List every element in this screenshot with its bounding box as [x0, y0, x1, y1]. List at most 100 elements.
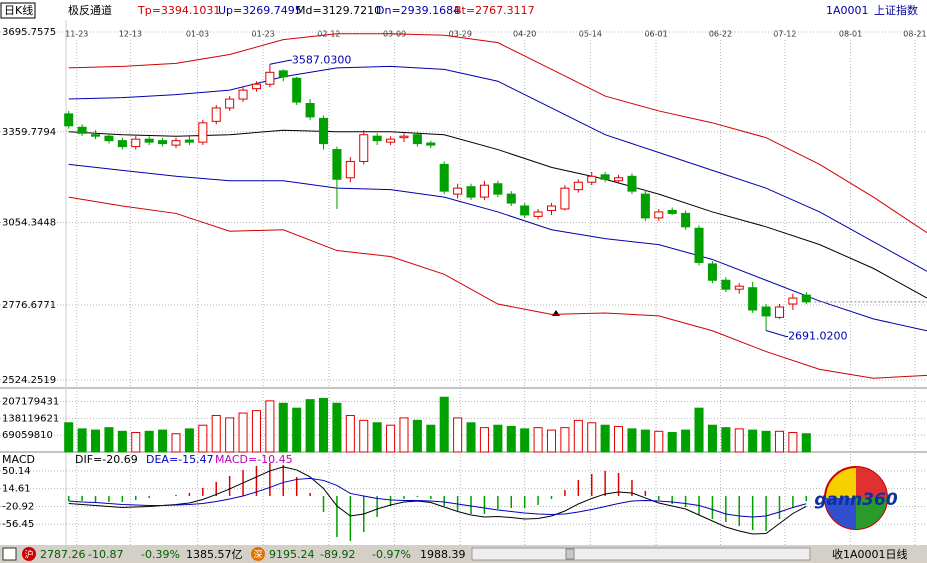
x-tick-label: 06-22	[709, 30, 732, 39]
y-tick-label: 14.61	[2, 484, 31, 495]
macd-line	[68, 477, 807, 518]
macd-legend: DIF=-20.69	[75, 453, 138, 466]
y-tick-label: 69059810	[2, 430, 53, 441]
volume-bar	[466, 422, 476, 453]
volume-bar	[774, 430, 785, 453]
channel-line	[68, 33, 927, 234]
candle-body	[225, 98, 235, 109]
volume-bar	[198, 424, 208, 453]
x-tick-label: 06-01	[644, 30, 667, 39]
x-tick-label: 03-29	[449, 30, 472, 39]
candle-body	[520, 205, 530, 216]
sh-change: -10.87	[88, 548, 123, 561]
volume-bar	[251, 410, 261, 453]
sz-icon[interactable]	[251, 547, 265, 561]
volume-bar	[332, 402, 342, 453]
candle-body	[667, 209, 677, 214]
candle-body	[466, 186, 476, 198]
volume-bar	[305, 399, 315, 453]
y-tick-label: 3695.7575	[2, 27, 56, 38]
candle-body	[640, 193, 650, 219]
candle-body	[359, 134, 369, 162]
candle-body	[91, 134, 101, 137]
y-tick-label: -56.45	[2, 519, 34, 530]
scroll-thumb[interactable]	[565, 548, 575, 560]
volume-bar	[587, 422, 597, 453]
x-tick-label: 11-23	[65, 30, 88, 39]
macd-line	[68, 466, 807, 535]
candle-body	[158, 140, 168, 145]
volume-bar	[707, 424, 717, 453]
volume-bar	[426, 424, 436, 453]
volume-bar	[788, 432, 798, 453]
volume-bar	[292, 407, 302, 453]
sh-icon[interactable]	[22, 547, 36, 561]
volume-bar	[439, 396, 449, 453]
volume-bar	[493, 424, 503, 453]
candle-body	[117, 140, 127, 148]
candle-body	[265, 71, 275, 85]
annotation: 2691.0200	[788, 329, 848, 342]
volume-bar	[64, 422, 74, 453]
volume-bar	[265, 400, 275, 453]
volume-bar	[104, 427, 114, 453]
sz-change: -89.92	[320, 548, 355, 561]
x-tick-label: 01-23	[252, 30, 275, 39]
candle-body	[318, 117, 329, 145]
volume-bar	[801, 433, 811, 453]
y-tick-label: 50.14	[2, 466, 31, 477]
scrollbar[interactable]	[471, 547, 811, 561]
volume-bar	[131, 432, 141, 453]
stock-name: 上证指数	[874, 3, 918, 17]
volume-bar	[399, 417, 409, 453]
candle-body	[426, 142, 436, 146]
candle-body	[707, 263, 717, 281]
candle-body	[493, 183, 503, 195]
candle-body	[278, 70, 288, 78]
candle-body	[734, 285, 744, 290]
volume-bar	[453, 417, 463, 453]
candle-body	[332, 149, 342, 180]
volume-bar	[614, 425, 624, 453]
candle-body	[788, 297, 798, 305]
period-box[interactable]	[0, 2, 36, 19]
volume-bar	[345, 414, 355, 453]
x-tick-label: 05-14	[579, 30, 602, 39]
candle-body	[627, 175, 637, 192]
candle-body	[761, 306, 771, 317]
candle-body	[412, 134, 422, 145]
volume-bar	[184, 428, 194, 453]
legend-item: Dn=2939.1684	[376, 4, 460, 17]
volume-bar	[171, 433, 181, 453]
menu-icon[interactable]	[2, 547, 17, 561]
macd-title: MACD	[2, 453, 35, 466]
sz-amount: 1988.39	[420, 548, 466, 561]
channel-line	[68, 65, 927, 272]
candle-body	[198, 122, 208, 143]
channel-line	[68, 129, 927, 299]
candle-body	[801, 294, 811, 303]
period: 日K线	[4, 3, 33, 17]
volume-bar	[694, 407, 704, 453]
volume-bar	[372, 422, 382, 453]
sz-pct: -0.97%	[372, 548, 411, 561]
annotation: 3587.0300	[292, 53, 352, 66]
sh-index: 2787.26	[40, 548, 86, 561]
legend-item: Tp=3394.1031	[137, 4, 220, 17]
volume-bar	[359, 419, 369, 453]
volume-bar	[117, 430, 127, 453]
volume-bar	[386, 424, 396, 453]
volume-bar	[158, 429, 168, 453]
candle-body	[587, 175, 597, 183]
annotation-pointer	[269, 59, 292, 65]
x-tick-label: 02-12	[317, 30, 340, 39]
volume-bar	[640, 429, 650, 453]
candle-body	[600, 174, 610, 180]
candle-body	[104, 135, 114, 142]
candle-body	[77, 126, 87, 134]
logo-slice	[856, 467, 887, 498]
sz-icon-text: 深	[253, 550, 262, 561]
channel-line	[68, 163, 927, 332]
